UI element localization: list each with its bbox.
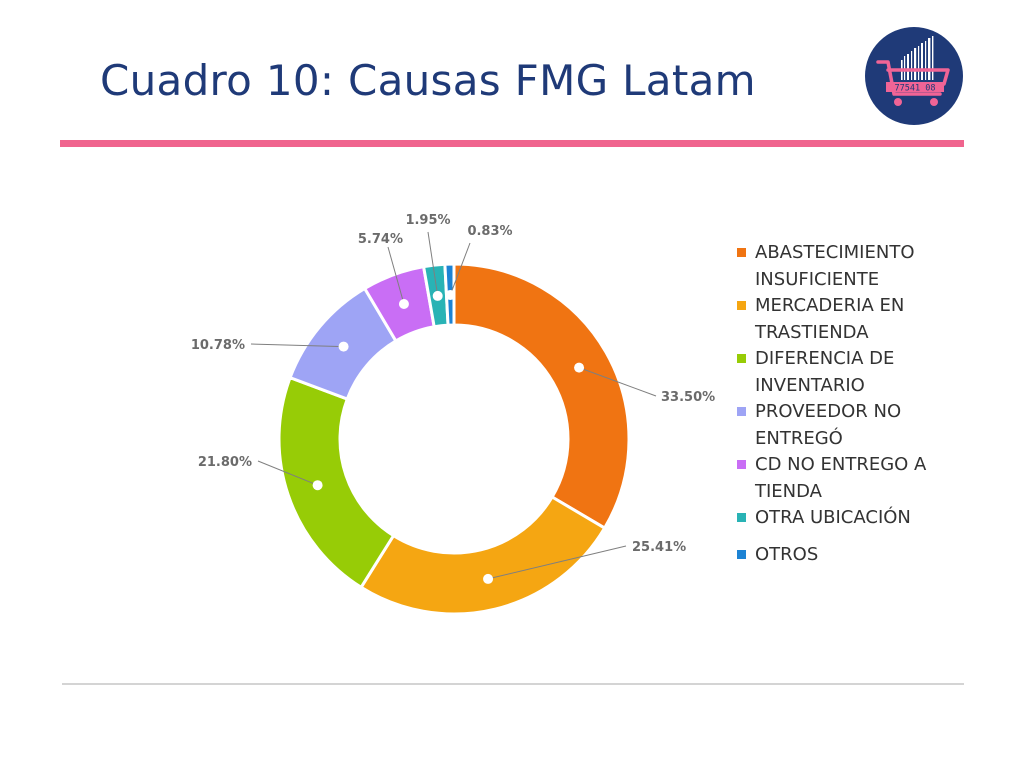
- legend-label: ABASTECIMIENTO INSUFICIENTE: [755, 242, 915, 290]
- data-label-4: 10.78%: [191, 338, 245, 353]
- legend-swatch: [737, 460, 746, 469]
- chart-legend: ABASTECIMIENTO INSUFICIENTE MERCADERIA EN…: [737, 240, 997, 568]
- legend-label: CD NO ENTREGO A TIENDA: [755, 454, 927, 502]
- legend-label: PROVEEDOR NO ENTREGÓ: [755, 401, 902, 449]
- data-label-1: 33.50%: [661, 390, 715, 405]
- legend-swatch: [737, 301, 746, 310]
- legend-item: OTRA UBICACIÓN: [737, 505, 997, 532]
- legend-item: CD NO ENTREGO A TIENDA: [737, 452, 997, 505]
- donut-slice-1: [452, 262, 631, 531]
- leader-line-4: [250, 343, 344, 348]
- donut-slice-2: [359, 494, 607, 616]
- legend-swatch: [737, 248, 746, 257]
- legend-label: OTROS: [755, 543, 819, 565]
- leader-dot-4: [338, 341, 349, 352]
- legend-label: DIFERENCIA DE INVENTARIO: [755, 348, 895, 396]
- leader-dot-5: [398, 298, 409, 309]
- leader-dot-7: [445, 290, 456, 301]
- data-label-7: 0.83%: [467, 224, 512, 239]
- data-label-6: 1.95%: [405, 213, 450, 228]
- leader-line-7: [449, 242, 471, 296]
- leader-dot-3: [312, 480, 323, 491]
- page-title: Cuadro 10: Causas FMG Latam: [100, 56, 756, 105]
- legend-item: PROVEEDOR NO ENTREGÓ: [737, 399, 997, 452]
- legend-item: MERCADERIA EN TRASTIENDA: [737, 293, 997, 346]
- data-label-5: 5.74%: [358, 232, 403, 247]
- leader-line-5: [387, 246, 405, 305]
- legend-swatch: [737, 513, 746, 522]
- logo-barcode-text: 77541 08: [895, 84, 936, 94]
- data-label-2: 25.41%: [632, 540, 686, 555]
- legend-item: ABASTECIMIENTO INSUFICIENTE: [737, 240, 997, 293]
- footer-divider: [62, 683, 964, 685]
- leader-line-3: [257, 460, 318, 486]
- leader-line-2: [487, 545, 627, 580]
- data-label-3: 21.80%: [198, 455, 252, 470]
- shopping-cart-barcode-icon: 77541 08: [865, 27, 963, 125]
- legend-label: OTRA UBICACIÓN: [755, 507, 911, 528]
- leader-line-1: [578, 367, 657, 397]
- legend-swatch: [737, 354, 746, 363]
- leader-line-6: [427, 231, 439, 296]
- legend-item: DIFERENCIA DE INVENTARIO: [737, 346, 997, 399]
- logo: 77541 08: [864, 26, 964, 126]
- leader-dot-6: [432, 290, 443, 301]
- title-divider: [60, 140, 964, 147]
- legend-label: MERCADERIA EN TRASTIENDA: [755, 295, 905, 343]
- leader-dot-1: [574, 362, 585, 373]
- legend-swatch: [737, 407, 746, 416]
- legend-swatch: [737, 549, 746, 559]
- leader-dot-2: [483, 573, 494, 584]
- legend-item: OTROS: [737, 542, 997, 569]
- donut-slice-3: [277, 375, 396, 590]
